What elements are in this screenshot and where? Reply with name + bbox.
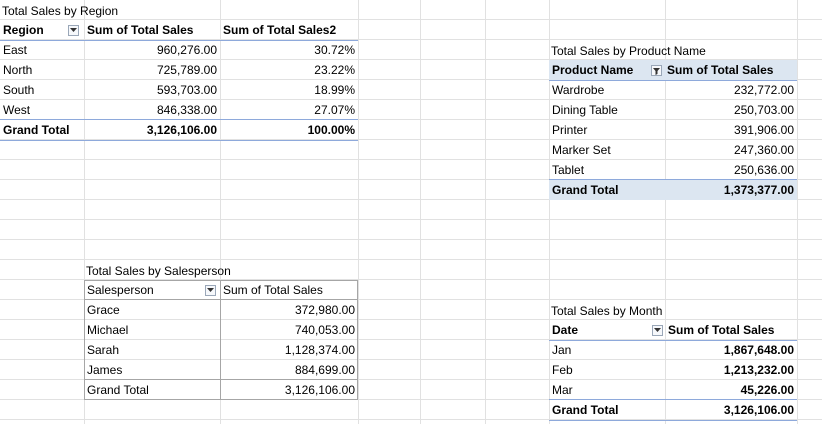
row-label: Dining Table: [552, 103, 618, 117]
pivot-region-title: Total Sales by Region: [2, 4, 119, 18]
row-label: North: [3, 63, 33, 77]
row-label: Feb: [552, 363, 573, 377]
row-value: 45,226.00: [740, 383, 794, 397]
row-value: 391,906.00: [733, 123, 794, 137]
header-sum-total-sales: Sum of Total Sales: [668, 323, 775, 337]
table-row: James 884,699.00: [84, 360, 358, 380]
row-value: 1,128,374.00: [284, 343, 355, 357]
row-value: 725,789.00: [156, 63, 217, 77]
pivot-region-header: Region Sum of Total Sales Sum of Total S…: [0, 20, 358, 41]
table-row: Michael 740,053.00: [84, 320, 358, 340]
product-filter-applied-icon[interactable]: [651, 65, 662, 76]
row-label: Wardrobe: [552, 83, 605, 97]
row-percent: 18.99%: [314, 83, 355, 97]
pivot-salesperson: Total Sales by Salesperson Salesperson S…: [84, 260, 358, 400]
header-sum-total-sales: Sum of Total Sales: [87, 23, 194, 37]
row-percent: 23.22%: [314, 63, 355, 77]
grand-total-label: Grand Total: [3, 123, 70, 137]
grand-total-row: Grand Total 3,126,106.00: [84, 380, 358, 400]
table-row: Printer 391,906.00: [549, 120, 797, 140]
row-value: 232,772.00: [733, 83, 794, 97]
table-row: West 846,338.00 27.07%: [0, 100, 358, 120]
row-label: East: [3, 43, 28, 57]
row-value: 593,703.00: [156, 83, 217, 97]
pivot-month: Total Sales by Month Date Sum of Total S…: [549, 300, 797, 421]
region-filter-dropdown-icon[interactable]: [68, 25, 79, 36]
row-percent: 30.72%: [314, 43, 355, 57]
pivot-salesperson-total-line: [84, 379, 358, 380]
row-label: Tablet: [552, 163, 585, 177]
table-row: North 725,789.00 23.22%: [0, 60, 358, 80]
row-label: West: [3, 103, 31, 117]
header-date: Date: [552, 323, 579, 337]
grand-total-value: 3,126,106.00: [146, 123, 217, 137]
row-value: 250,636.00: [733, 163, 794, 177]
pivot-salesperson-frame: [84, 280, 358, 400]
row-label: Michael: [87, 323, 129, 337]
pivot-salesperson-header: Salesperson Sum of Total Sales: [84, 280, 358, 300]
row-percent: 27.07%: [314, 103, 355, 117]
pivot-product-title: Total Sales by Product Name: [551, 44, 706, 58]
pivot-month-header: Date Sum of Total Sales: [549, 320, 797, 341]
row-value: 250,703.00: [733, 103, 794, 117]
pivot-salesperson-title: Total Sales by Salesperson: [86, 264, 231, 278]
row-label: Mar: [552, 383, 573, 397]
header-sum-total-sales2: Sum of Total Sales2: [223, 23, 337, 37]
row-value: 740,053.00: [294, 323, 355, 337]
row-label: South: [3, 83, 35, 97]
pivot-product-header: Product Name Sum of Total Sales: [549, 60, 797, 81]
table-row: Grace 372,980.00: [84, 300, 358, 320]
table-row: Feb 1,213,232.00: [549, 360, 797, 380]
row-label: Grace: [87, 303, 120, 317]
row-value: 846,338.00: [156, 103, 217, 117]
row-label: Jan: [552, 343, 572, 357]
row-value: 372,980.00: [294, 303, 355, 317]
pivot-region: Total Sales by Region Region Sum of Tota…: [0, 0, 358, 141]
row-label: Sarah: [87, 343, 120, 357]
pivot-salesperson-divider: [220, 280, 221, 400]
header-sum-total-sales: Sum of Total Sales: [223, 283, 323, 297]
header-sum-total-sales: Sum of Total Sales: [667, 63, 774, 77]
row-label: Marker Set: [552, 143, 611, 157]
pivot-salesperson-header-line: [84, 299, 358, 300]
row-value: 1,213,232.00: [723, 363, 794, 377]
row-label: Printer: [552, 123, 588, 137]
row-value: 247,360.00: [733, 143, 794, 157]
grand-total-value: 1,373,377.00: [723, 183, 794, 197]
grand-total-value: 3,126,106.00: [284, 383, 355, 397]
row-value: 1,867,648.00: [723, 343, 794, 357]
table-row: Marker Set 247,360.00: [549, 140, 797, 160]
row-value: 960,276.00: [156, 43, 217, 57]
salesperson-filter-dropdown-icon[interactable]: [205, 285, 216, 296]
header-product-name: Product Name: [552, 63, 634, 77]
table-row: Dining Table 250,703.00: [549, 100, 797, 120]
grand-total-row: Grand Total 1,373,377.00: [549, 179, 797, 200]
grand-total-row: Grand Total 3,126,106.00 100.00%: [0, 119, 358, 141]
grand-total-label: Grand Total: [552, 403, 619, 417]
table-row: Tablet 250,636.00: [549, 160, 797, 180]
grand-total-row: Grand Total 3,126,106.00: [549, 399, 797, 421]
table-row: East 960,276.00 30.72%: [0, 40, 358, 60]
table-row: Jan 1,867,648.00: [549, 340, 797, 360]
table-row: Mar 45,226.00: [549, 380, 797, 400]
grand-total-value: 3,126,106.00: [723, 403, 794, 417]
grand-total-percent: 100.00%: [307, 123, 355, 137]
pivot-month-title: Total Sales by Month: [551, 304, 663, 318]
date-filter-dropdown-icon[interactable]: [652, 325, 663, 336]
row-label: James: [87, 363, 123, 377]
header-salesperson: Salesperson: [87, 283, 154, 297]
grand-total-label: Grand Total: [87, 383, 149, 397]
table-row: Wardrobe 232,772.00: [549, 80, 797, 100]
grand-total-label: Grand Total: [552, 183, 619, 197]
pivot-product: Total Sales by Product Name Product Name…: [549, 40, 797, 200]
row-value: 884,699.00: [294, 363, 355, 377]
header-region: Region: [3, 23, 44, 37]
table-row: Sarah 1,128,374.00: [84, 340, 358, 360]
table-row: South 593,703.00 18.99%: [0, 80, 358, 100]
